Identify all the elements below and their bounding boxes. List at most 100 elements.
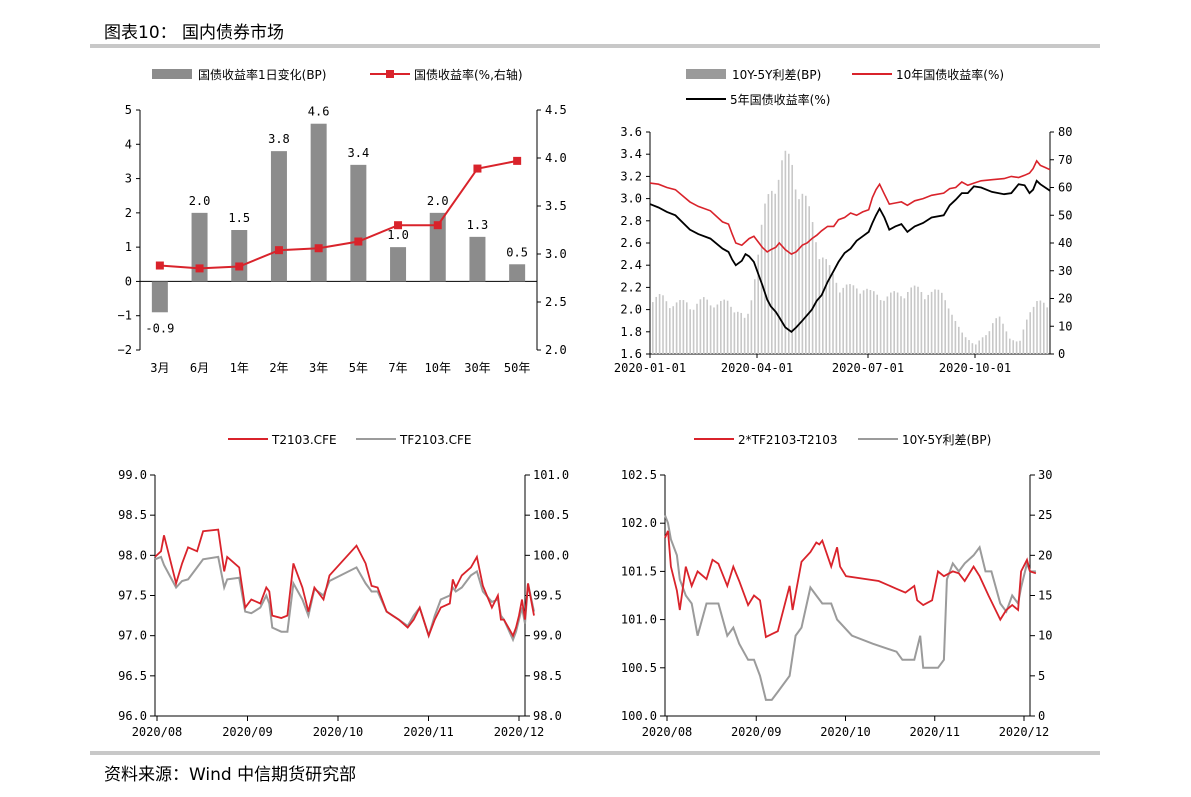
legend-label: 5年国债收益率(%): [730, 92, 830, 107]
right-axis-tick-label: 30: [1058, 264, 1072, 278]
spread-bar: [1046, 307, 1048, 354]
spread-bar: [968, 340, 970, 354]
right-axis-tick-label: 100.0: [533, 548, 569, 562]
yield-point: [235, 262, 244, 271]
spread-bar: [883, 300, 885, 354]
spread-bar: [920, 292, 923, 354]
spread-bar: [760, 224, 763, 354]
x-tick-label: 2020/09: [731, 725, 782, 739]
spread-bar: [961, 332, 963, 354]
spread-bar: [1039, 300, 1042, 354]
left-axis-tick-label: 101.0: [621, 613, 657, 627]
source-note: 资料来源：Wind 中信期货研究部: [104, 765, 357, 785]
spread-bar: [774, 193, 776, 354]
spread-bar: [669, 308, 671, 354]
x-tick-label: 6月: [190, 361, 209, 375]
spread-bar: [879, 300, 882, 354]
right-axis-tick-label: 50: [1058, 208, 1072, 222]
spread-bar: [1005, 331, 1008, 354]
right-axis-tick-label: 98.5: [533, 669, 562, 683]
right-axis-tick-label: 2.0: [545, 343, 567, 357]
legend-label: TF2103.CFE: [399, 433, 471, 447]
right-axis-tick-label: 70: [1058, 153, 1072, 167]
x-tick-label: 2020/11: [403, 725, 454, 739]
bar-data-label: 2.0: [427, 194, 449, 208]
spread-bar: [941, 292, 943, 354]
figure-title: 图表10： 国内债券市场: [104, 23, 285, 43]
x-tick-label: 2020/10: [820, 725, 871, 739]
spread-bar: [828, 265, 831, 354]
left-axis-tick-label: 5: [125, 103, 132, 117]
x-tick-label: 2020-10-01: [939, 361, 1011, 375]
right-axis-tick-label: 80: [1058, 125, 1072, 139]
left-axis-tick-label: 2: [125, 206, 132, 220]
yield-point: [433, 221, 442, 230]
spread-bar: [747, 313, 749, 354]
yield-point: [314, 244, 323, 253]
spread-bar: [985, 335, 987, 354]
bar-data-label: 1.0: [387, 228, 409, 242]
top-divider: [90, 44, 1100, 48]
spread-bar: [947, 308, 950, 354]
x-tick-label: 2020/12: [999, 725, 1050, 739]
right-axis-tick-label: 5: [1038, 669, 1045, 683]
x-tick-label: 2020-07-01: [832, 361, 904, 375]
right-axis-tick-label: 98.0: [533, 709, 562, 723]
left-axis-tick-label: 102.5: [621, 468, 657, 482]
left-axis-tick-label: 2.4: [620, 258, 642, 272]
legend-swatch-bar: [152, 69, 192, 79]
spread-bar: [944, 300, 946, 354]
yield-point: [274, 246, 283, 255]
right-axis-tick-label: 15: [1038, 589, 1052, 603]
spread-bar: [849, 284, 851, 354]
spread-bar: [995, 318, 997, 354]
spread-bar: [737, 311, 739, 354]
bottom-divider: [90, 751, 1100, 755]
left-axis-tick-label: 3.0: [620, 192, 642, 206]
spread-bar: [910, 287, 912, 354]
spread-bar: [723, 299, 725, 354]
spread-bar: [781, 160, 783, 354]
spread-bar: [689, 309, 691, 354]
right-axis-tick-label: 30: [1038, 468, 1052, 482]
bar-data-label: 3.4: [348, 146, 370, 160]
spread-bar: [658, 294, 661, 354]
left-axis-tick-label: 3: [125, 172, 132, 186]
spread-bar: [913, 285, 916, 354]
x-tick-label: 5年: [349, 361, 368, 375]
spread-bar: [767, 194, 770, 354]
spread-bar: [839, 292, 841, 354]
left-axis-tick-label: 101.5: [621, 564, 657, 578]
spread-bar: [992, 323, 994, 354]
x-tick-label: 2020/12: [494, 725, 545, 739]
spread-bar: [930, 291, 933, 354]
x-tick-label: 3月: [150, 361, 169, 375]
spread-bar: [720, 300, 722, 354]
spread-bar: [665, 301, 668, 354]
right-axis-tick-label: 20: [1058, 292, 1072, 306]
left-axis-tick-label: 2.6: [620, 236, 642, 250]
spread-bar: [907, 292, 909, 354]
bar-data-label: 1.5: [228, 211, 250, 225]
spread-bar: [703, 297, 705, 354]
spread-bar: [784, 150, 787, 354]
spread-bar: [754, 279, 756, 354]
x-tick-label: 2020/10: [313, 725, 364, 739]
right-axis-tick-label: 10: [1038, 629, 1052, 643]
bar-5: [350, 164, 367, 282]
legend-label: 10Y-5Y利差(BP): [902, 433, 991, 447]
spread-bar: [655, 296, 657, 354]
spread-bar: [886, 296, 889, 354]
left-axis-tick-label: 98.0: [118, 548, 147, 562]
x-tick-label: 2020/08: [642, 725, 693, 739]
x-tick-label: 10年: [425, 361, 451, 375]
right-axis-tick-label: 100.5: [533, 508, 569, 522]
left-axis-tick-label: 97.0: [118, 629, 147, 643]
left-axis-tick-label: 3.2: [620, 169, 642, 183]
left-axis-tick-label: 4: [125, 137, 132, 151]
bar-data-label: 3.8: [268, 132, 290, 146]
x-tick-label: 30年: [464, 361, 490, 375]
yield-point: [513, 156, 522, 165]
